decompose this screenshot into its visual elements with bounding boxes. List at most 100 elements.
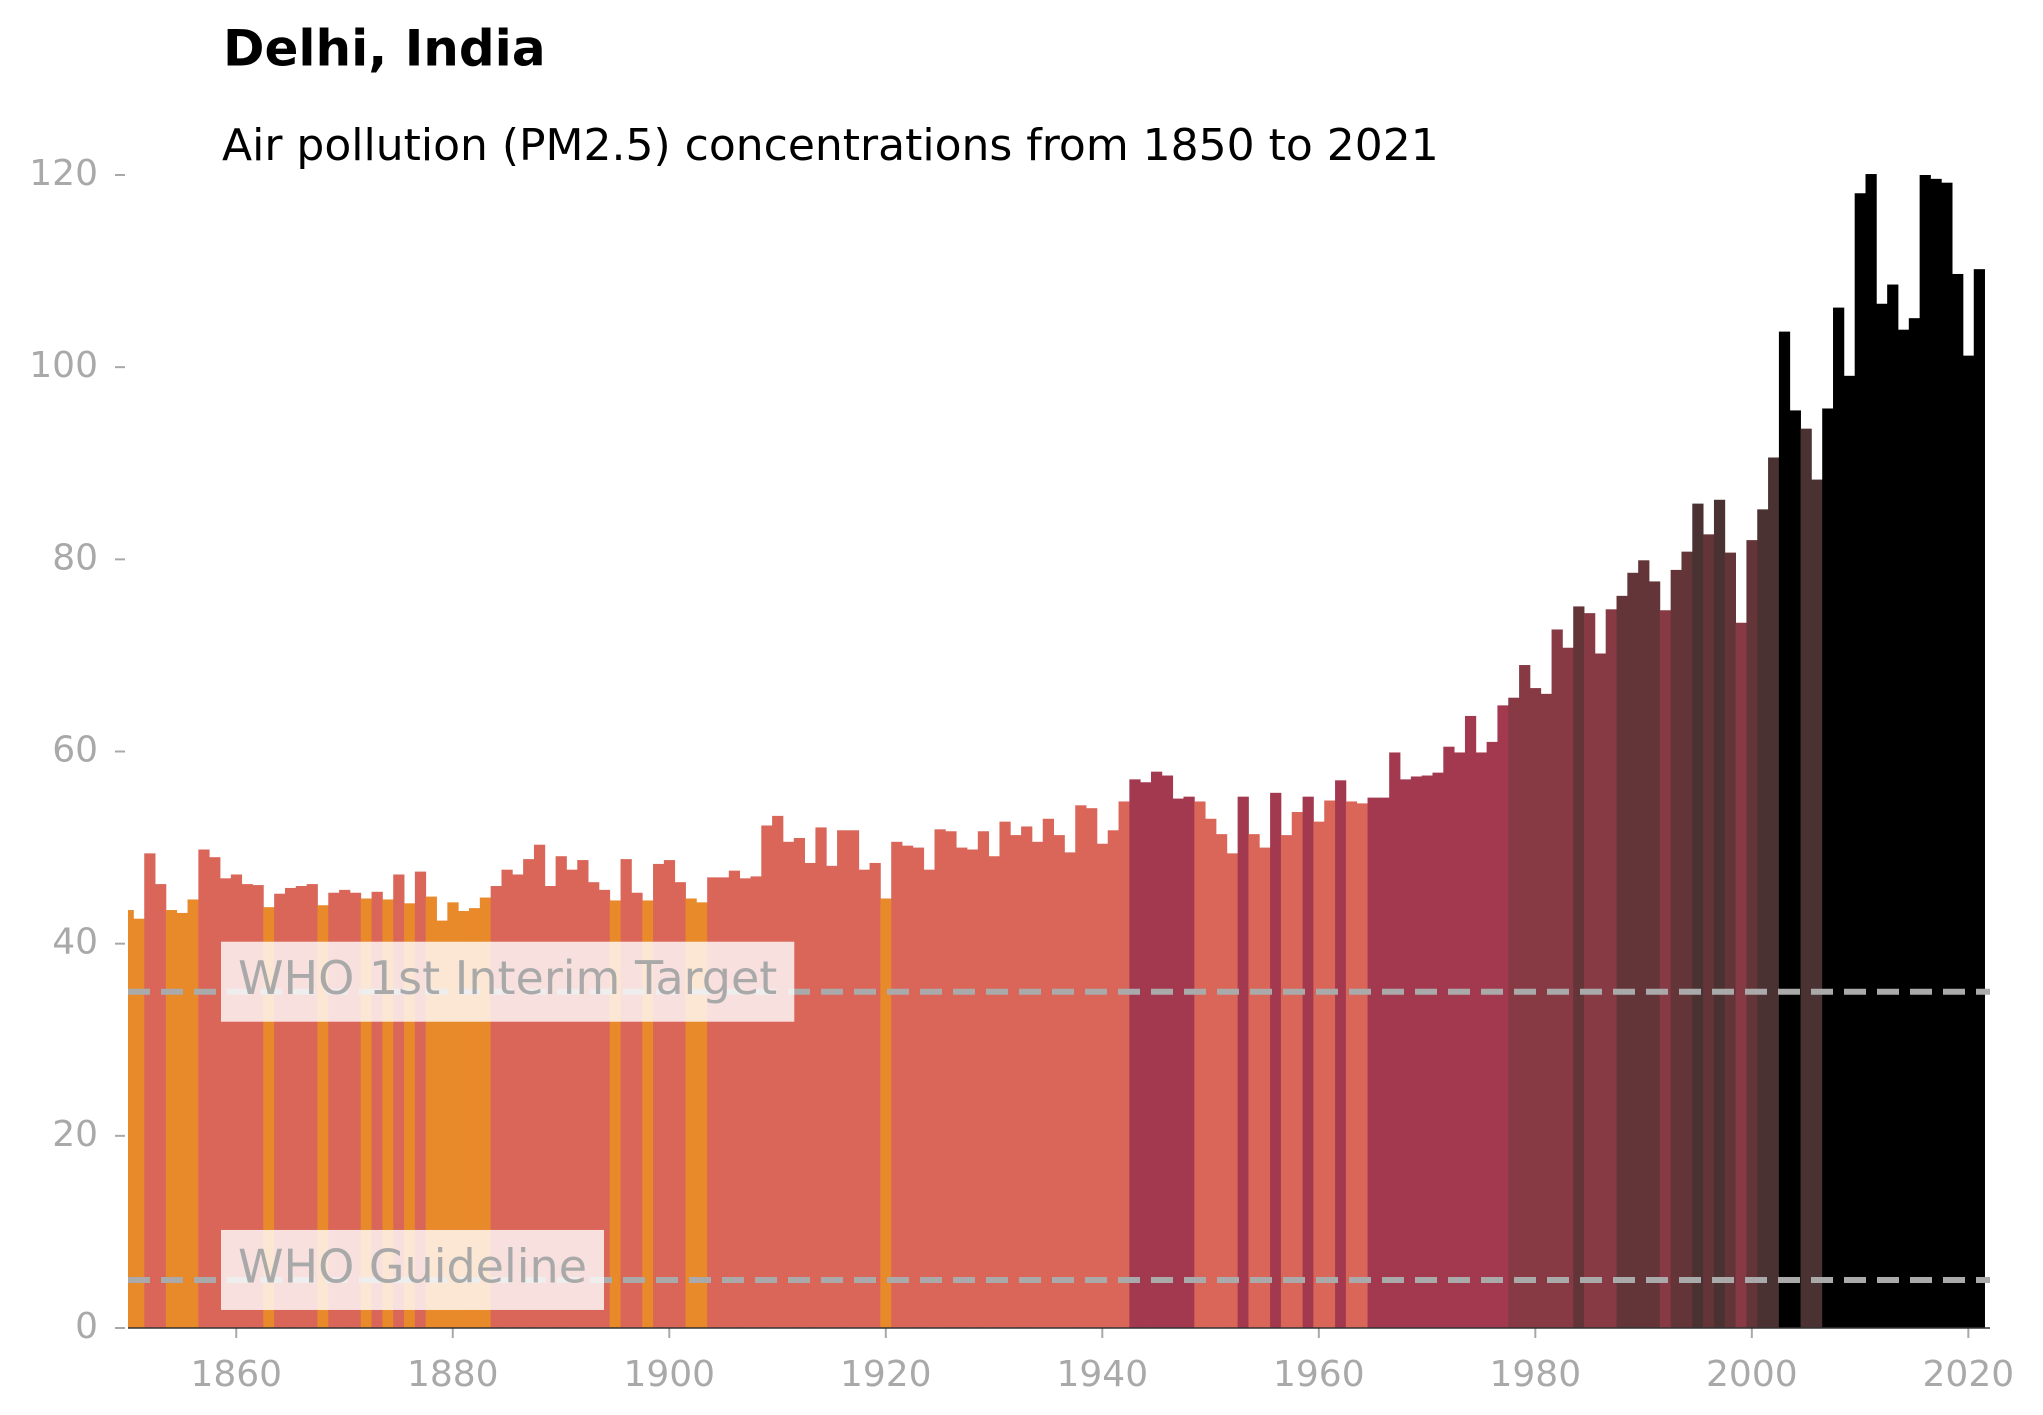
- bar: [436, 920, 448, 1328]
- bar: [555, 856, 567, 1328]
- y-tick-label: 100: [29, 345, 98, 386]
- bar: [458, 910, 470, 1328]
- bar: [1248, 834, 1260, 1328]
- bar: [1681, 551, 1693, 1328]
- bar: [220, 878, 232, 1328]
- bar: [891, 841, 903, 1328]
- bar: [728, 870, 741, 1328]
- bar: [404, 903, 416, 1328]
- bar: [1291, 812, 1303, 1328]
- bar: [1854, 193, 1866, 1328]
- bar: [988, 856, 1000, 1328]
- bar: [274, 893, 286, 1328]
- bar: [1778, 331, 1791, 1328]
- bar: [1454, 752, 1466, 1328]
- bar: [609, 900, 621, 1328]
- bar: [1789, 410, 1801, 1328]
- bar: [328, 892, 340, 1328]
- bar: [447, 902, 459, 1328]
- bar: [804, 862, 816, 1328]
- bar: [1887, 284, 1899, 1328]
- bar: [923, 869, 935, 1328]
- chart-title: Delhi, India: [223, 20, 546, 78]
- bar: [187, 899, 199, 1328]
- bar: [1746, 540, 1758, 1328]
- bar: [1584, 613, 1596, 1328]
- bar: [598, 889, 611, 1328]
- bar: [1529, 688, 1542, 1328]
- bar: [1551, 629, 1563, 1328]
- annotation-label: WHO 1st Interim Target: [238, 951, 777, 1005]
- bar: [1010, 835, 1022, 1328]
- bar: [1616, 595, 1628, 1328]
- bar: [1952, 273, 1964, 1328]
- bar: [128, 910, 134, 1328]
- annotation-box: [221, 1229, 604, 1310]
- bar: [642, 900, 654, 1328]
- x-tick-label: 1880: [407, 1354, 499, 1395]
- bar: [1703, 534, 1715, 1328]
- bar: [912, 847, 925, 1328]
- bar: [1421, 775, 1433, 1328]
- bar: [1064, 852, 1076, 1328]
- bar: [674, 882, 686, 1328]
- bar: [501, 869, 513, 1328]
- bar: [1172, 798, 1184, 1328]
- bar: [1670, 569, 1682, 1328]
- bar: [1930, 178, 1942, 1328]
- bar: [1432, 772, 1444, 1328]
- bar: [1540, 693, 1552, 1328]
- bar: [317, 905, 329, 1328]
- bar: [371, 891, 383, 1328]
- bar: [631, 892, 643, 1328]
- bar: [815, 827, 827, 1328]
- y-tick-label: 80: [52, 537, 98, 578]
- bar: [1324, 800, 1336, 1328]
- bar: [1443, 746, 1455, 1328]
- bar: [1410, 776, 1423, 1328]
- bar: [1648, 581, 1661, 1328]
- annotation-box: [221, 941, 795, 1022]
- bar: [1973, 269, 1985, 1328]
- bar: [512, 874, 524, 1328]
- bar: [837, 830, 849, 1328]
- bar: [176, 912, 188, 1328]
- bar: [1659, 610, 1672, 1328]
- bar: [241, 884, 253, 1328]
- bar: [1378, 797, 1390, 1328]
- bar: [588, 882, 600, 1328]
- bar: [999, 821, 1011, 1328]
- bar: [1356, 803, 1368, 1328]
- bar: [393, 874, 405, 1328]
- bar: [977, 831, 990, 1328]
- x-tick-label: 1960: [1273, 1354, 1365, 1395]
- bar: [620, 859, 632, 1328]
- chart-subtitle: Air pollution (PM2.5) concentrations fro…: [222, 120, 1439, 171]
- bar: [1096, 843, 1109, 1328]
- bar: [663, 860, 676, 1328]
- bar: [1280, 835, 1293, 1328]
- bar: [1475, 752, 1488, 1328]
- bar: [1941, 182, 1953, 1328]
- bar: [696, 902, 708, 1328]
- bar: [1335, 780, 1347, 1328]
- bar: [252, 885, 264, 1328]
- x-tick-label: 1980: [1490, 1354, 1582, 1395]
- bar: [739, 878, 751, 1328]
- bar: [577, 860, 589, 1328]
- bar: [414, 871, 427, 1328]
- x-tick-label: 2020: [1923, 1354, 2015, 1395]
- bar: [1237, 796, 1249, 1328]
- bar: [717, 877, 730, 1328]
- bar: [956, 847, 968, 1328]
- bar: [1757, 509, 1769, 1328]
- bar: [1713, 499, 1726, 1328]
- bar: [945, 831, 957, 1328]
- bar: [1627, 572, 1639, 1328]
- bar: [1075, 805, 1087, 1328]
- y-tick-label: 60: [52, 730, 98, 771]
- x-tick-label: 2000: [1706, 1354, 1798, 1395]
- bar: [155, 884, 167, 1328]
- bar: [1270, 792, 1282, 1328]
